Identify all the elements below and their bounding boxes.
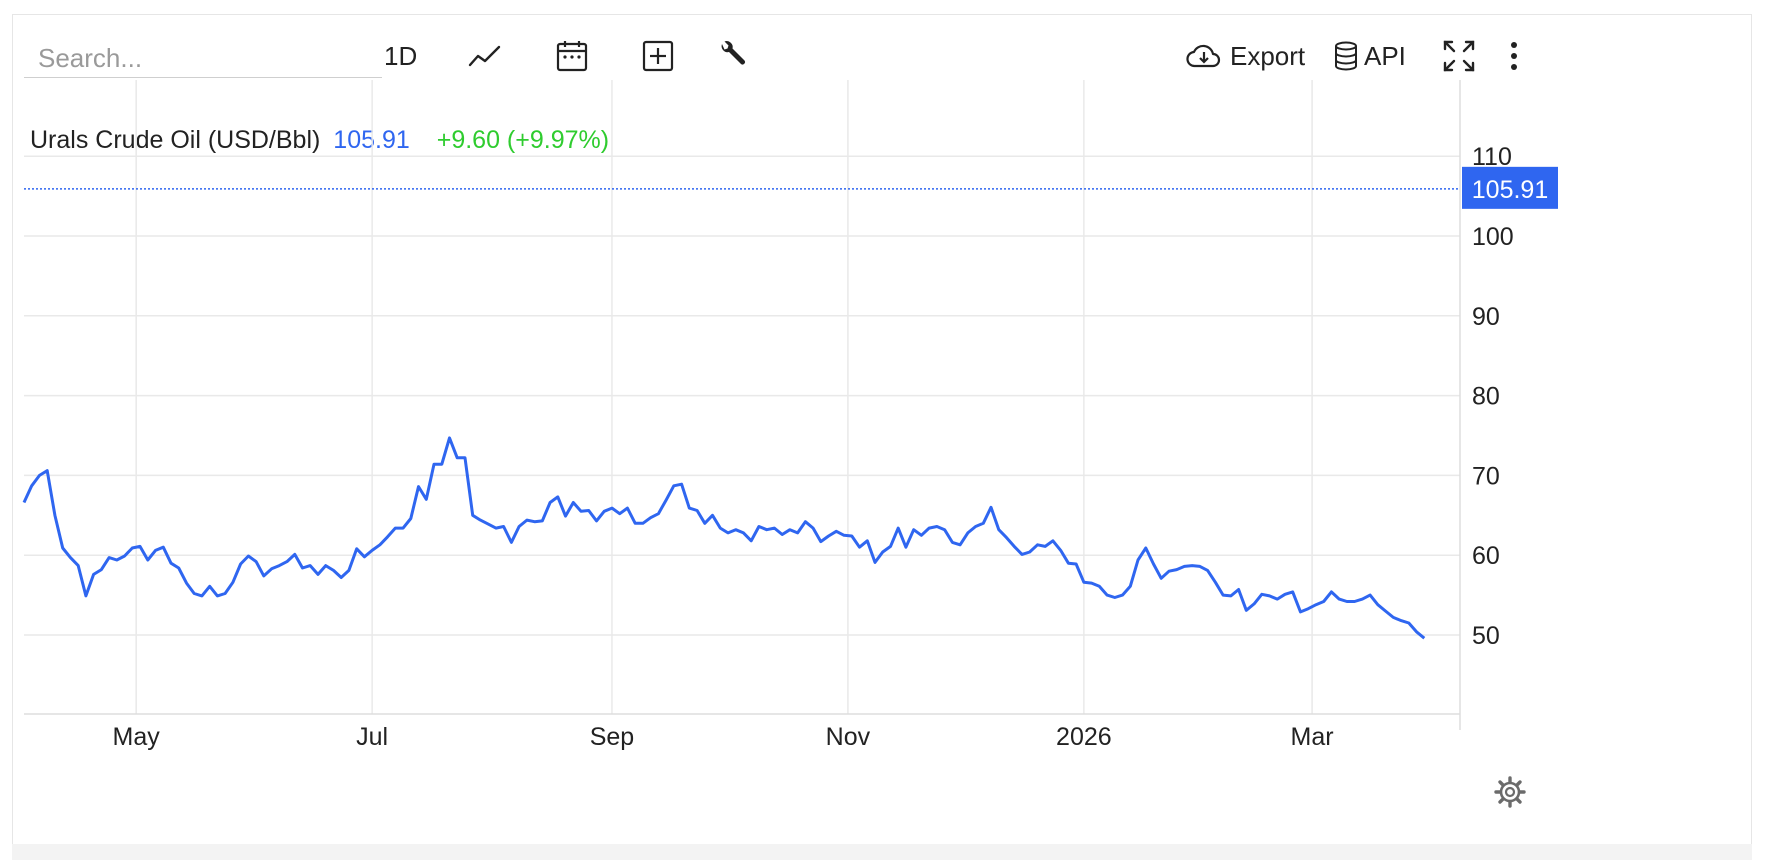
more-vertical-icon (1508, 40, 1520, 72)
gear-icon (1494, 776, 1526, 808)
y-axis-labels: 50 60 70 80 90 100 110 (1472, 143, 1514, 650)
y-tick-label: 80 (1472, 383, 1500, 411)
quote-header: Urals Crude Oil (USD/Bbl) 105.91 +9.60 (… (30, 126, 609, 155)
chart-type-button[interactable] (468, 36, 502, 76)
api-button[interactable]: API (1334, 36, 1406, 76)
y-gridlines (24, 155, 1460, 636)
series-line (22, 436, 1426, 640)
date-range-button[interactable] (556, 36, 588, 76)
x-tick-label: Sep (590, 723, 634, 751)
export-button[interactable]: Export (1186, 36, 1305, 76)
compare-button[interactable] (642, 36, 674, 76)
more-menu-button[interactable] (1508, 36, 1520, 76)
y-tick-label: 50 (1472, 622, 1500, 650)
y-tick-label: 70 (1472, 462, 1500, 490)
y-tick-label: 110 (1472, 143, 1512, 171)
chart-toolbar: 1D Export API (12, 14, 1752, 86)
y-tick-label: 100 (1472, 223, 1514, 251)
wrench-icon (716, 40, 748, 72)
x-tick-label: Jul (356, 723, 388, 751)
api-label: API (1364, 40, 1406, 71)
cloud-download-icon (1186, 42, 1222, 70)
series-points (23, 437, 1425, 639)
chart-widget-frame (12, 14, 1752, 856)
last-price-badge: 105.91 (1462, 166, 1558, 209)
fullscreen-button[interactable] (1442, 36, 1476, 76)
fullscreen-icon (1442, 39, 1476, 73)
interval-button[interactable]: 1D (384, 36, 417, 76)
search-input[interactable] (24, 34, 382, 78)
line-chart-icon (468, 41, 502, 71)
export-label: Export (1230, 40, 1306, 71)
calendar-icon (556, 39, 588, 73)
last-price-badge-label: 105.91 (1472, 176, 1548, 204)
indicators-button[interactable] (716, 36, 748, 76)
interval-label: 1D (384, 40, 418, 71)
x-tick-label: Mar (1291, 723, 1334, 751)
database-icon (1334, 41, 1358, 71)
instrument-name: Urals Crude Oil (USD/Bbl) (30, 126, 321, 154)
widget-bottom-strip (12, 844, 1752, 860)
x-tick-label: 2026 (1056, 723, 1112, 751)
y-tick-label: 90 (1472, 303, 1500, 331)
y-tick-label: 60 (1472, 542, 1500, 570)
price-change: +9.60 (+9.97%) (436, 126, 610, 154)
x-gridlines (135, 80, 1313, 714)
last-price-badge-bg (1462, 166, 1558, 209)
x-tick-label: May (113, 723, 161, 751)
add-box-icon (642, 40, 674, 72)
x-tick-label: Nov (826, 723, 871, 751)
chart-settings-button[interactable] (1494, 776, 1526, 808)
x-axis-labels: May Jul Sep Nov 2026 Mar (113, 723, 1334, 751)
